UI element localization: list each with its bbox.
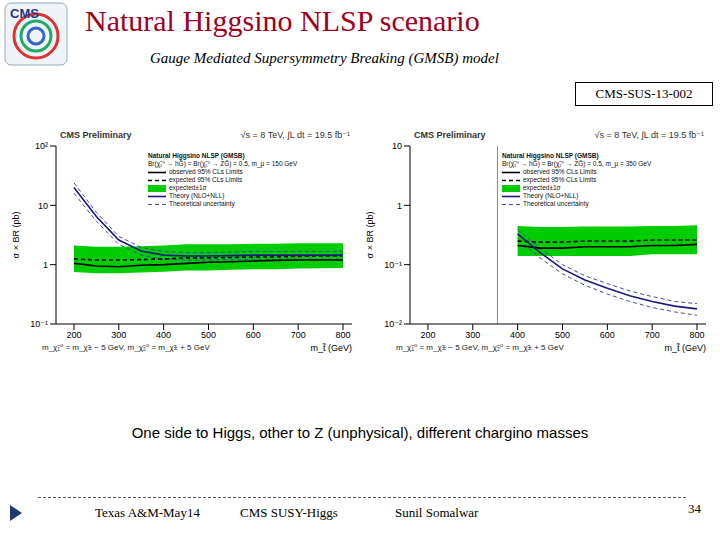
- svg-text:700: 700: [291, 330, 306, 340]
- svg-text:σ × BR (pb): σ × BR (pb): [12, 212, 21, 259]
- html-text:CMS-SUS-13-002: CMS-SUS-13-002: [595, 86, 693, 101]
- html-text:Br(χ̃₁⁰ → hG̃) = Br(χ̃₁⁰ → ZG̃: Br(χ̃₁⁰ → hG̃) = Br(χ̃₁⁰ → ZG̃) = 0.5, m…: [502, 160, 652, 167]
- svg-text:800: 800: [336, 330, 351, 340]
- svg-text:1: 1: [397, 201, 402, 211]
- html-text:Theoretical uncertainty: Theoretical uncertainty: [523, 200, 589, 207]
- svg-text:CMS: CMS: [10, 6, 39, 21]
- html-text:34: 34: [688, 501, 701, 516]
- svg-text:800: 800: [690, 330, 705, 340]
- html-text:observed 95% CLs Limits: observed 95% CLs Limits: [523, 168, 597, 175]
- svg-text:10: 10: [392, 142, 402, 151]
- svg-text:600: 600: [600, 330, 615, 340]
- html-text:m_χ̃₁⁰ = m_χ̃± − 5 GeV, m_χ̃₂⁰: m_χ̃₁⁰ = m_χ̃± − 5 GeV, m_χ̃₂⁰ = m_χ̃± +…: [42, 343, 210, 352]
- svg-text:600: 600: [246, 330, 261, 340]
- html-text:Theory (NLO+NLL): Theory (NLO+NLL): [523, 192, 579, 199]
- html-text:One side to Higgs, other to Z: One side to Higgs, other to Z (unphysica…: [131, 424, 589, 441]
- html-text:Gauge Mediated Supersymmetry B: Gauge Mediated Supersymmetry Breaking (G…: [150, 50, 499, 66]
- html-text:√s = 8 TeV, ∫L dt = 19.5 fb⁻¹: √s = 8 TeV, ∫L dt = 19.5 fb⁻¹: [594, 130, 704, 140]
- svg-text:1: 1: [43, 260, 48, 270]
- svg-text:700: 700: [645, 330, 660, 340]
- svg-text:10: 10: [38, 201, 48, 211]
- html-text:Texas A&M-May14: Texas A&M-May14: [95, 505, 200, 520]
- html-text:expected 95% CLs Limits: expected 95% CLs Limits: [169, 176, 243, 183]
- html-text:Sunil Somalwar: Sunil Somalwar: [395, 505, 479, 520]
- html-text:m_χ̃₁⁰ = m_χ̃± − 5 GeV, m_χ̃₂⁰: m_χ̃₁⁰ = m_χ̃± − 5 GeV, m_χ̃₂⁰ = m_χ̃± +…: [396, 343, 564, 352]
- svg-text:σ × BR (pb): σ × BR (pb): [366, 212, 375, 259]
- svg-text:10²: 10²: [35, 142, 48, 151]
- html-text:m_t̃ (GeV): m_t̃ (GeV): [310, 343, 352, 353]
- svg-text:10⁻¹: 10⁻¹: [30, 319, 48, 329]
- html-text:expected±1σ: expected±1σ: [523, 184, 561, 191]
- svg-text:200: 200: [420, 330, 435, 340]
- html-text:expected±1σ: expected±1σ: [169, 184, 207, 191]
- svg-text:200: 200: [66, 330, 81, 340]
- html-text:Theory (NLO+NLL): Theory (NLO+NLL): [169, 192, 225, 199]
- html-text:CMS Preliminary: CMS Preliminary: [60, 130, 132, 140]
- html-text:√s = 8 TeV, ∫L dt = 19.5 fb⁻¹: √s = 8 TeV, ∫L dt = 19.5 fb⁻¹: [240, 130, 350, 140]
- html-text:Natural Higgsino NLSP (GMSB): Natural Higgsino NLSP (GMSB): [148, 152, 245, 159]
- html-text:Natural Higgsino NLSP scenario: Natural Higgsino NLSP scenario: [85, 4, 480, 37]
- svg-text:400: 400: [156, 330, 171, 340]
- svg-text:500: 500: [555, 330, 570, 340]
- html-text:Br(χ̃₁⁰ → hG̃) = Br(χ̃₁⁰ → ZG̃: Br(χ̃₁⁰ → hG̃) = Br(χ̃₁⁰ → ZG̃) = 0.5, m…: [148, 160, 298, 167]
- html-text:m_t̃ (GeV): m_t̃ (GeV): [664, 343, 706, 353]
- html-text:Theoretical uncertainty: Theoretical uncertainty: [169, 200, 235, 207]
- svg-text:10⁻²: 10⁻²: [384, 319, 402, 329]
- svg-text:300: 300: [465, 330, 480, 340]
- svg-text:500: 500: [201, 330, 216, 340]
- svg-text:300: 300: [111, 330, 126, 340]
- html-text:expected 95% CLs Limits: expected 95% CLs Limits: [523, 176, 597, 183]
- html-text:Natural Higgsino NLSP (GMSB): Natural Higgsino NLSP (GMSB): [502, 152, 599, 159]
- html-text:CMS Preliminary: CMS Preliminary: [414, 130, 486, 140]
- svg-text:400: 400: [510, 330, 525, 340]
- svg-text:10⁻¹: 10⁻¹: [384, 260, 402, 270]
- html-text:CMS SUSY-Higgs: CMS SUSY-Higgs: [240, 505, 338, 520]
- html-text:observed 95% CLs Limits: observed 95% CLs Limits: [169, 168, 243, 175]
